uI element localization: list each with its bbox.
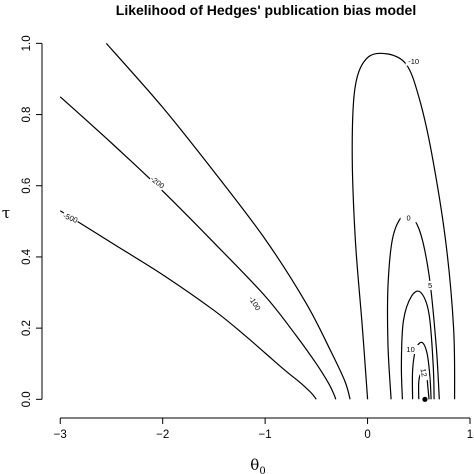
contour-label-mask bbox=[405, 56, 422, 66]
y-tick-label: 0.8 bbox=[21, 107, 33, 123]
contour-lines bbox=[59, 43, 456, 400]
contour-line bbox=[351, 52, 456, 400]
maximum-point bbox=[422, 396, 428, 402]
contour-label-mask bbox=[402, 344, 419, 354]
contour-label: -100 bbox=[247, 295, 263, 313]
contour-label-mask bbox=[422, 280, 439, 290]
chart-title: Likelihood of Hedges' publication bias m… bbox=[116, 2, 416, 18]
contour-label: 5 bbox=[428, 281, 432, 290]
contour-line bbox=[59, 210, 317, 400]
x-axis-label: θ0 bbox=[250, 456, 265, 474]
x-tick-label: 0 bbox=[364, 429, 370, 441]
y-tick-label: 0.2 bbox=[21, 320, 33, 336]
y-axis-label: τ bbox=[2, 204, 10, 222]
contour-label-mask bbox=[148, 173, 167, 191]
contour-line bbox=[386, 213, 440, 400]
contour-label-mask bbox=[61, 210, 80, 225]
contour-label: 10 bbox=[406, 345, 414, 354]
x-axis-label-symbol: θ bbox=[250, 456, 259, 474]
x-tick-label: 1 bbox=[467, 429, 473, 441]
contour-label: -200 bbox=[149, 174, 166, 190]
contour-label: 12 bbox=[419, 368, 429, 378]
x-tick-label: −2 bbox=[156, 429, 169, 441]
x-tick-label: −1 bbox=[259, 429, 272, 441]
contour-label: 0 bbox=[406, 213, 410, 222]
x-axis-label-subscript: 0 bbox=[259, 466, 265, 474]
contour-line bbox=[105, 43, 351, 400]
contour-line bbox=[59, 96, 337, 400]
contour-label-mask bbox=[246, 294, 263, 313]
y-tick-label: 1.0 bbox=[21, 35, 33, 51]
contour-label-mask bbox=[400, 213, 417, 223]
contour-label: -10 bbox=[408, 57, 419, 66]
contour-label: -500 bbox=[62, 211, 79, 225]
y-tick-label: 0.6 bbox=[21, 178, 33, 194]
axes: −3 −2 −1 0 1 0.0 0.2 0.4 0.6 0.8 1.0 bbox=[21, 35, 473, 441]
contour-line bbox=[411, 341, 432, 400]
x-tick-label: −3 bbox=[54, 429, 67, 441]
y-tick-label: 0.4 bbox=[21, 248, 33, 265]
contour-line bbox=[400, 290, 435, 400]
contour-label-mask bbox=[418, 363, 430, 382]
y-tick-label: 0.0 bbox=[21, 391, 33, 407]
